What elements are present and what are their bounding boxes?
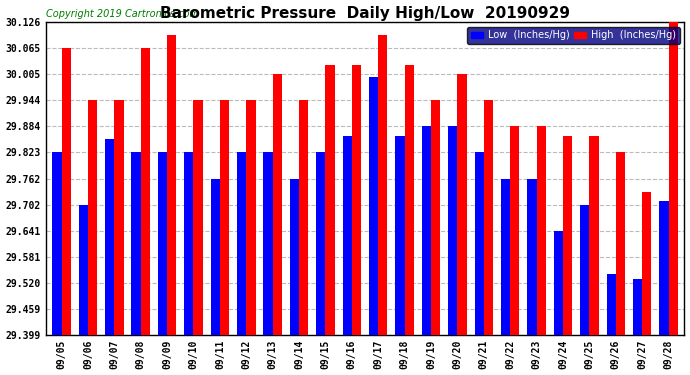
Bar xyxy=(563,135,572,335)
Bar xyxy=(52,152,61,335)
Bar xyxy=(431,100,440,335)
Bar xyxy=(369,77,378,335)
Bar xyxy=(88,100,97,335)
Bar xyxy=(422,126,431,335)
Bar xyxy=(141,48,150,335)
Bar xyxy=(264,152,273,335)
Bar xyxy=(554,231,563,335)
Bar xyxy=(220,100,229,335)
Bar xyxy=(475,152,484,335)
Bar xyxy=(378,35,388,335)
Bar xyxy=(457,74,466,335)
Bar xyxy=(158,152,167,335)
Bar xyxy=(615,152,625,335)
Bar xyxy=(316,152,326,335)
Bar xyxy=(589,135,599,335)
Bar xyxy=(132,152,141,335)
Bar xyxy=(484,100,493,335)
Bar xyxy=(193,100,203,335)
Bar xyxy=(210,178,220,335)
Bar xyxy=(607,274,615,335)
Bar xyxy=(237,152,246,335)
Bar xyxy=(501,178,510,335)
Bar xyxy=(184,152,193,335)
Bar xyxy=(352,65,361,335)
Bar xyxy=(343,135,352,335)
Bar xyxy=(633,279,642,335)
Legend: Low  (Inches/Hg), High  (Inches/Hg): Low (Inches/Hg), High (Inches/Hg) xyxy=(467,27,680,44)
Bar xyxy=(448,126,457,335)
Bar xyxy=(299,100,308,335)
Bar xyxy=(167,35,177,335)
Bar xyxy=(115,100,124,335)
Bar xyxy=(527,178,537,335)
Bar xyxy=(580,204,589,335)
Bar xyxy=(273,74,282,335)
Bar xyxy=(290,178,299,335)
Bar xyxy=(61,48,71,335)
Text: Copyright 2019 Cartronics.com: Copyright 2019 Cartronics.com xyxy=(46,9,199,19)
Bar xyxy=(510,126,520,335)
Title: Barometric Pressure  Daily High/Low  20190929: Barometric Pressure Daily High/Low 20190… xyxy=(160,6,570,21)
Bar xyxy=(660,201,669,335)
Bar xyxy=(105,139,115,335)
Bar xyxy=(79,204,88,335)
Bar xyxy=(642,192,651,335)
Bar xyxy=(669,22,678,335)
Bar xyxy=(395,135,404,335)
Bar xyxy=(326,65,335,335)
Bar xyxy=(404,65,414,335)
Bar xyxy=(246,100,255,335)
Bar xyxy=(537,126,546,335)
